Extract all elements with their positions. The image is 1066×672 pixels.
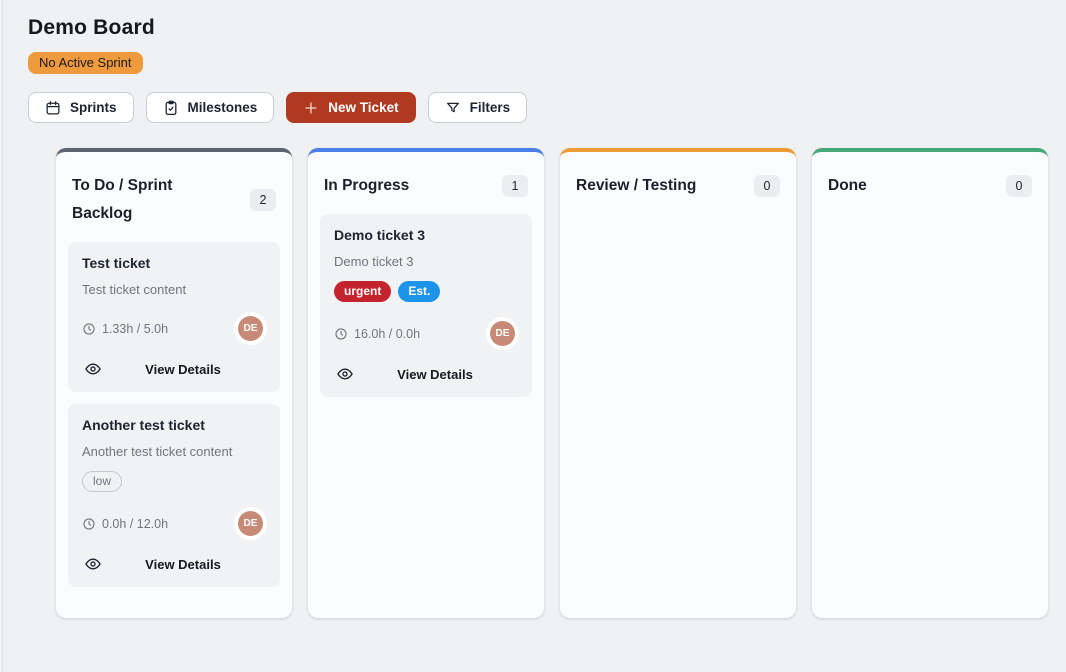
ticket-tags: urgent Est. [334, 281, 518, 302]
priority-tag-low: low [82, 471, 123, 492]
eye-icon[interactable] [84, 555, 102, 573]
ticket-title: Demo ticket 3 [334, 227, 426, 243]
view-details-link[interactable]: View Details [145, 361, 221, 377]
column-header: To Do / Sprint Backlog 2 [68, 172, 280, 228]
ticket-title: Another test ticket [82, 417, 205, 433]
ticket-time: 1.33h / 5.0h [82, 322, 168, 336]
column-done: Done 0 [812, 148, 1048, 618]
sprints-button-label: Sprints [70, 100, 117, 115]
view-details-link[interactable]: View Details [397, 366, 473, 382]
ticket-description: Test ticket content [82, 282, 187, 297]
sprints-button[interactable]: Sprints [28, 92, 134, 123]
column-header: Done 0 [824, 172, 1036, 200]
column-cards: Demo ticket 3 Demo ticket 3 urgent Est. [320, 214, 532, 397]
ticket-tags: low [82, 471, 266, 492]
window-edge-line [2, 0, 3, 672]
eye-icon[interactable] [84, 360, 102, 378]
ticket-card[interactable]: Demo ticket 3 Demo ticket 3 urgent Est. [320, 214, 532, 397]
column-count-badge: 2 [250, 188, 276, 212]
ticket-card[interactable]: Another test ticket Another test ticket … [68, 404, 280, 587]
column-title: Done [828, 177, 867, 194]
ticket-time-label: 16.0h / 0.0h [354, 326, 421, 341]
plus-icon [303, 100, 319, 116]
column-title: In Progress [324, 177, 410, 194]
column-cards: Test ticket Test ticket content 1.33h / … [68, 242, 280, 587]
milestones-button-label: Milestones [187, 100, 258, 115]
toolbar: Sprints Milestones New Ticket [28, 92, 1038, 123]
clock-icon [82, 517, 96, 531]
filters-button[interactable]: Filters [427, 92, 528, 123]
ticket-time: 16.0h / 0.0h [334, 327, 420, 341]
new-ticket-button-label: New Ticket [328, 100, 399, 115]
calendar-icon [45, 100, 61, 116]
avatar: DE [238, 511, 263, 536]
eye-icon[interactable] [336, 365, 354, 383]
avatar: DE [238, 316, 263, 341]
sprint-status-badge: No Active Sprint [28, 52, 143, 74]
column-title: Review / Testing [576, 177, 697, 194]
ticket-time-label: 0.0h / 12.0h [102, 516, 169, 531]
ticket-time: 0.0h / 12.0h [82, 517, 168, 531]
new-ticket-button[interactable]: New Ticket [286, 92, 416, 123]
ticket-title: Test ticket [82, 255, 151, 271]
avatar: DE [490, 321, 515, 346]
clipboard-check-icon [163, 100, 179, 116]
ticket-meta: 0.0h / 12.0h DE [82, 511, 266, 536]
clock-icon [82, 322, 96, 336]
ticket-description: Another test ticket content [82, 444, 233, 459]
milestones-button[interactable]: Milestones [145, 92, 275, 123]
ticket-footer: View Details [334, 363, 518, 383]
ticket-description: Demo ticket 3 [334, 254, 414, 269]
estimate-tag: Est. [398, 281, 441, 302]
ticket-footer: View Details [82, 358, 266, 378]
column-in-progress: In Progress 1 Demo ticket 3 Demo ticket … [308, 148, 544, 618]
board-page: Demo Board No Active Sprint Sprints Mile… [28, 16, 1048, 618]
column-count-badge: 1 [502, 174, 528, 198]
ticket-meta: 1.33h / 5.0h DE [82, 316, 266, 341]
funnel-icon [445, 100, 461, 116]
view-details-link[interactable]: View Details [145, 556, 221, 572]
clock-icon [334, 327, 348, 341]
ticket-meta: 16.0h / 0.0h DE [334, 321, 518, 346]
column-review: Review / Testing 0 [560, 148, 796, 618]
ticket-footer: View Details [82, 553, 266, 573]
page-title: Demo Board [28, 16, 155, 39]
column-header: Review / Testing 0 [572, 172, 784, 200]
priority-tag-urgent: urgent [334, 281, 392, 302]
column-title: To Do / Sprint Backlog [72, 177, 173, 222]
kanban-board: To Do / Sprint Backlog 2 Test ticket Tes… [28, 148, 1048, 618]
ticket-card[interactable]: Test ticket Test ticket content 1.33h / … [68, 242, 280, 392]
column-count-badge: 0 [1006, 174, 1032, 198]
ticket-time-label: 1.33h / 5.0h [102, 321, 169, 336]
column-count-badge: 0 [754, 174, 780, 198]
filters-button-label: Filters [469, 100, 511, 115]
column-todo: To Do / Sprint Backlog 2 Test ticket Tes… [56, 148, 292, 618]
column-header: In Progress 1 [320, 172, 532, 200]
